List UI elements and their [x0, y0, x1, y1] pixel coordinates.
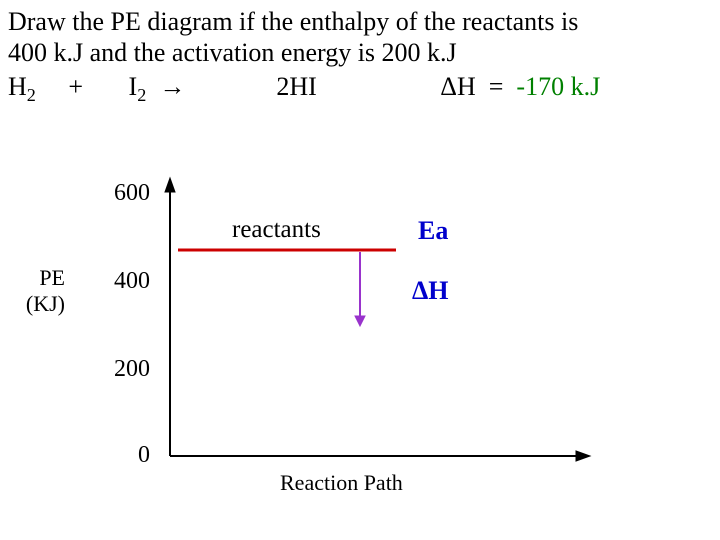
reactant-2: I [129, 72, 138, 101]
reactant-1: H [8, 72, 27, 101]
delta-h-value: -170 k.J [516, 72, 600, 101]
arrow: → [159, 72, 185, 101]
product: 2HI [276, 72, 316, 101]
delta-h-symbol: ΔH [440, 72, 476, 101]
reactant-1-sub: 2 [27, 85, 36, 105]
problem-title: Draw the PE diagram if the enthalpy of t… [8, 6, 708, 68]
title-line-1: Draw the PE diagram if the enthalpy of t… [8, 7, 578, 36]
reaction-equation: H2 + I2 → 2HI ΔH = -170 k.J [8, 72, 708, 106]
y-axis-label: PE (KJ) [5, 265, 65, 317]
chart-svg [80, 170, 640, 490]
title-line-2: 400 k.J and the activation energy is 200… [8, 38, 457, 67]
reactant-2-sub: 2 [137, 85, 146, 105]
equals-sign: = [489, 72, 504, 101]
y-label-2: (KJ) [26, 291, 65, 316]
plus-sign: + [68, 72, 83, 101]
y-label-1: PE [39, 265, 65, 290]
pe-diagram: PE (KJ) 600 400 200 0 reactants Ea ΔH Re… [80, 170, 640, 490]
